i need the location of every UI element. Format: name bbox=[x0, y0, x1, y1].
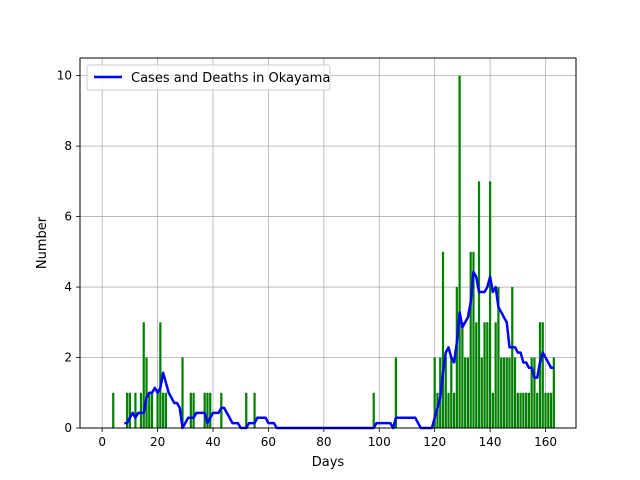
bar bbox=[475, 322, 478, 428]
bar bbox=[525, 392, 528, 428]
bar bbox=[112, 392, 115, 428]
bar bbox=[500, 357, 503, 428]
bar bbox=[150, 392, 154, 428]
bar bbox=[245, 392, 248, 428]
x-axis-label: Days bbox=[312, 455, 345, 470]
bar bbox=[469, 251, 472, 428]
bar bbox=[441, 251, 445, 428]
y-tick-label: 4 bbox=[64, 280, 72, 294]
x-tick-label: 60 bbox=[261, 435, 276, 449]
y-tick-label: 6 bbox=[64, 210, 72, 224]
bar bbox=[519, 392, 522, 428]
y-tick-label: 2 bbox=[64, 351, 72, 365]
x-axis-ticks: 0 20 40 60 80 100 120 140 160 bbox=[98, 428, 557, 449]
bar bbox=[125, 392, 129, 428]
bar bbox=[444, 357, 447, 428]
bar bbox=[538, 322, 542, 428]
x-tick-label: 100 bbox=[368, 435, 391, 449]
bar-series bbox=[112, 75, 555, 428]
bar bbox=[461, 322, 464, 428]
x-tick-label: 40 bbox=[205, 435, 220, 449]
legend-box bbox=[86, 64, 331, 91]
x-tick-label: 140 bbox=[479, 435, 502, 449]
bar bbox=[162, 392, 165, 428]
bar bbox=[494, 322, 497, 428]
bar bbox=[549, 392, 553, 428]
x-tick-label: 20 bbox=[150, 435, 165, 449]
bar bbox=[466, 357, 470, 428]
bar bbox=[513, 357, 517, 428]
bar bbox=[203, 392, 206, 428]
bar bbox=[464, 357, 467, 428]
bar bbox=[516, 392, 519, 428]
legend-label: Cases and Deaths in Okayama bbox=[131, 71, 330, 86]
plot-area bbox=[80, 58, 576, 428]
bar bbox=[486, 322, 489, 428]
bar bbox=[533, 357, 536, 428]
bar bbox=[209, 392, 212, 428]
y-axis-ticks: 0 2 4 6 8 10 bbox=[57, 69, 80, 435]
bar bbox=[497, 287, 500, 428]
bar bbox=[139, 392, 143, 428]
bar bbox=[164, 392, 168, 428]
y-tick-label: 10 bbox=[57, 69, 72, 83]
y-tick-label: 0 bbox=[64, 421, 72, 435]
bar bbox=[502, 357, 506, 428]
bar bbox=[552, 357, 555, 428]
bar bbox=[455, 287, 458, 428]
series-line bbox=[124, 270, 554, 430]
bar bbox=[189, 392, 192, 428]
bar bbox=[192, 392, 195, 428]
bar bbox=[394, 357, 397, 428]
bar bbox=[544, 392, 547, 428]
legend: Cases and Deaths in Okayama bbox=[86, 64, 331, 91]
bar bbox=[134, 392, 137, 428]
x-tick-label: 0 bbox=[98, 435, 106, 449]
bar bbox=[505, 357, 508, 428]
bar bbox=[477, 181, 481, 428]
bar bbox=[491, 392, 494, 428]
bar bbox=[142, 322, 145, 428]
x-tick-label: 80 bbox=[316, 435, 331, 449]
bar bbox=[128, 392, 131, 428]
bar bbox=[527, 392, 531, 428]
x-tick-label: 160 bbox=[534, 435, 557, 449]
bar bbox=[458, 75, 461, 428]
bar bbox=[159, 322, 162, 428]
bar bbox=[480, 357, 483, 428]
bar bbox=[433, 357, 436, 428]
y-tick-label: 8 bbox=[64, 139, 72, 153]
bar bbox=[530, 357, 533, 428]
y-axis-label: Number bbox=[35, 216, 50, 269]
line-series bbox=[124, 270, 554, 430]
bar bbox=[148, 392, 151, 428]
bar bbox=[145, 357, 148, 428]
x-tick-label: 120 bbox=[423, 435, 446, 449]
bar bbox=[253, 392, 256, 428]
bar bbox=[488, 181, 492, 428]
bar bbox=[206, 392, 209, 428]
plot-frame bbox=[79, 57, 577, 429]
bar bbox=[536, 392, 539, 428]
bar bbox=[511, 287, 514, 428]
bar bbox=[508, 357, 511, 428]
bar bbox=[452, 392, 456, 428]
bar bbox=[156, 392, 159, 428]
bar bbox=[447, 392, 450, 428]
bar bbox=[372, 392, 375, 428]
bar bbox=[483, 322, 486, 428]
bar bbox=[547, 392, 550, 428]
bar bbox=[450, 357, 453, 428]
bar bbox=[181, 357, 184, 428]
bar bbox=[541, 322, 544, 428]
bar bbox=[522, 392, 525, 428]
bar bbox=[472, 251, 475, 428]
